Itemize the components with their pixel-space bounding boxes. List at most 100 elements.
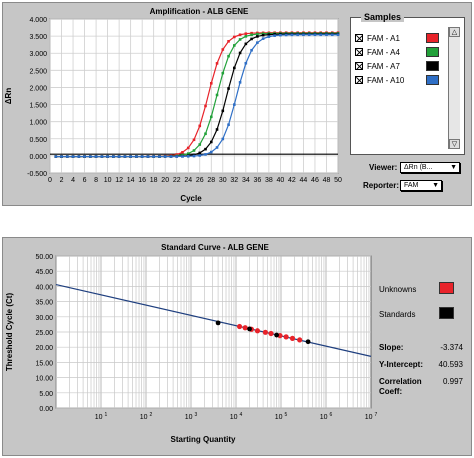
- series-point: [325, 33, 328, 37]
- viewer-select[interactable]: ΔRn (B... ▼: [400, 162, 460, 173]
- series-point: [290, 33, 294, 37]
- series-point: [204, 147, 207, 151]
- y-tick-label: 25.00: [35, 330, 53, 337]
- series-point: [192, 149, 196, 152]
- y-tick-label: 15.00: [35, 360, 53, 367]
- regression-line: [55, 284, 372, 357]
- y-tick-label: 4.000: [29, 17, 47, 24]
- series-point: [221, 48, 225, 51]
- slope-value: -3.374: [440, 343, 463, 352]
- y-tick-label: 40.00: [35, 284, 53, 291]
- series-point: [198, 124, 202, 128]
- y-tick-label: 10.00: [35, 376, 53, 383]
- sample-checkbox[interactable]: [355, 62, 363, 70]
- x-tick-label: 10 2: [140, 412, 153, 421]
- unknown-point: [262, 329, 268, 335]
- x-tick-label: 26: [196, 177, 204, 184]
- series-point: [54, 155, 58, 158]
- x-tick-label: 24: [184, 177, 192, 184]
- viewer-value: ΔRn (B...: [404, 164, 433, 171]
- series-point: [250, 37, 253, 41]
- sample-row-a4[interactable]: FAM - A4: [355, 46, 437, 58]
- y-tick-label: 0.00: [39, 406, 53, 413]
- series-point: [146, 155, 150, 158]
- standard-x-ticks: 10 1 10 2 10 3 10 4 10 5 10 6 10 7: [95, 412, 378, 421]
- correlation-value: 0.997: [442, 377, 463, 386]
- series-point: [244, 42, 248, 46]
- series-point: [233, 103, 236, 106]
- x-tick-label: 10 5: [275, 412, 288, 421]
- series-point: [175, 153, 179, 156]
- series-point: [296, 33, 299, 37]
- sample-color-swatch-black: [426, 61, 439, 71]
- series-point: [129, 155, 132, 158]
- x-tick-label: 44: [300, 177, 308, 184]
- x-tick-label: 30: [219, 177, 227, 184]
- reporter-select[interactable]: FAM ▼: [400, 180, 442, 191]
- sample-checkbox[interactable]: [355, 76, 363, 84]
- series-point: [215, 93, 219, 97]
- samples-scrollbar[interactable]: △ ▽: [448, 27, 460, 149]
- x-tick-label: 50: [334, 177, 342, 184]
- amplification-panel: Amplification - ALB GENE 4.000 3.500 3.000…: [2, 2, 472, 206]
- series-point: [204, 104, 207, 108]
- standard-point: [274, 332, 280, 338]
- series-fam-a10: [54, 33, 340, 158]
- sample-checkbox[interactable]: [355, 34, 363, 42]
- unknown-point: [289, 335, 296, 341]
- y-tick-label: -0.500: [27, 171, 47, 178]
- unknown-point: [242, 325, 248, 331]
- series-point: [83, 155, 86, 158]
- sample-row-a10[interactable]: FAM - A10: [355, 74, 437, 86]
- series-point: [123, 155, 127, 158]
- series-point: [209, 115, 213, 119]
- series-point: [244, 32, 248, 35]
- x-tick-label: 28: [207, 177, 215, 184]
- series-point: [227, 87, 230, 90]
- amplification-title: Amplification - ALB GENE: [150, 7, 249, 16]
- amplification-grid: [49, 18, 339, 174]
- series-point: [152, 155, 155, 158]
- x-tick-label: 40: [277, 177, 285, 184]
- x-tick-label: 32: [230, 177, 238, 184]
- series-point: [233, 66, 236, 70]
- series-point: [238, 81, 242, 84]
- series-point: [250, 33, 253, 37]
- series-point: [261, 37, 265, 40]
- series-point: [106, 155, 109, 158]
- y-tick-label: 50.00: [35, 254, 53, 261]
- sample-row-a1[interactable]: FAM - A1: [355, 32, 437, 44]
- series-point: [204, 153, 207, 156]
- sample-checkbox[interactable]: [355, 48, 363, 56]
- scroll-up-icon[interactable]: △: [449, 27, 460, 37]
- series-point: [60, 155, 63, 158]
- series-point: [163, 155, 167, 158]
- x-tick-label: 0: [48, 177, 52, 184]
- series-point: [198, 143, 202, 146]
- standard-point: [247, 326, 252, 332]
- series-point: [169, 155, 173, 158]
- scroll-down-icon[interactable]: ▽: [449, 139, 460, 149]
- sample-row-a7[interactable]: FAM - A7: [355, 60, 437, 72]
- series-point: [181, 155, 184, 158]
- x-tick-label: 20: [161, 177, 169, 184]
- series-point: [233, 44, 236, 47]
- y-tick-label: 20.00: [35, 345, 53, 352]
- intercept-label: Y-Intercept:: [379, 360, 424, 369]
- y-tick-label: 0.500: [29, 137, 47, 144]
- y-tick-label: 0.000: [29, 154, 47, 161]
- x-tick-label: 6: [83, 177, 87, 184]
- series-point: [279, 33, 282, 37]
- series-point: [261, 33, 265, 37]
- series-point: [238, 33, 242, 37]
- series-point: [307, 33, 311, 37]
- series-point: [215, 146, 219, 149]
- standard-curve-chart: Standard Curve - ALB GENE 50.00 45.00 40.0…: [5, 243, 378, 444]
- x-tick-label: 10 6: [320, 412, 333, 421]
- x-tick-label: 18: [150, 177, 158, 184]
- series-point: [215, 128, 219, 131]
- sample-label: FAM - A4: [367, 47, 400, 57]
- chevron-down-icon: ▼: [450, 164, 457, 171]
- amplification-y-ticks: 4.000 3.500 3.000 2.500 2.000 1.500 1.000 0.500…: [27, 17, 47, 178]
- standards-swatch: [439, 307, 454, 319]
